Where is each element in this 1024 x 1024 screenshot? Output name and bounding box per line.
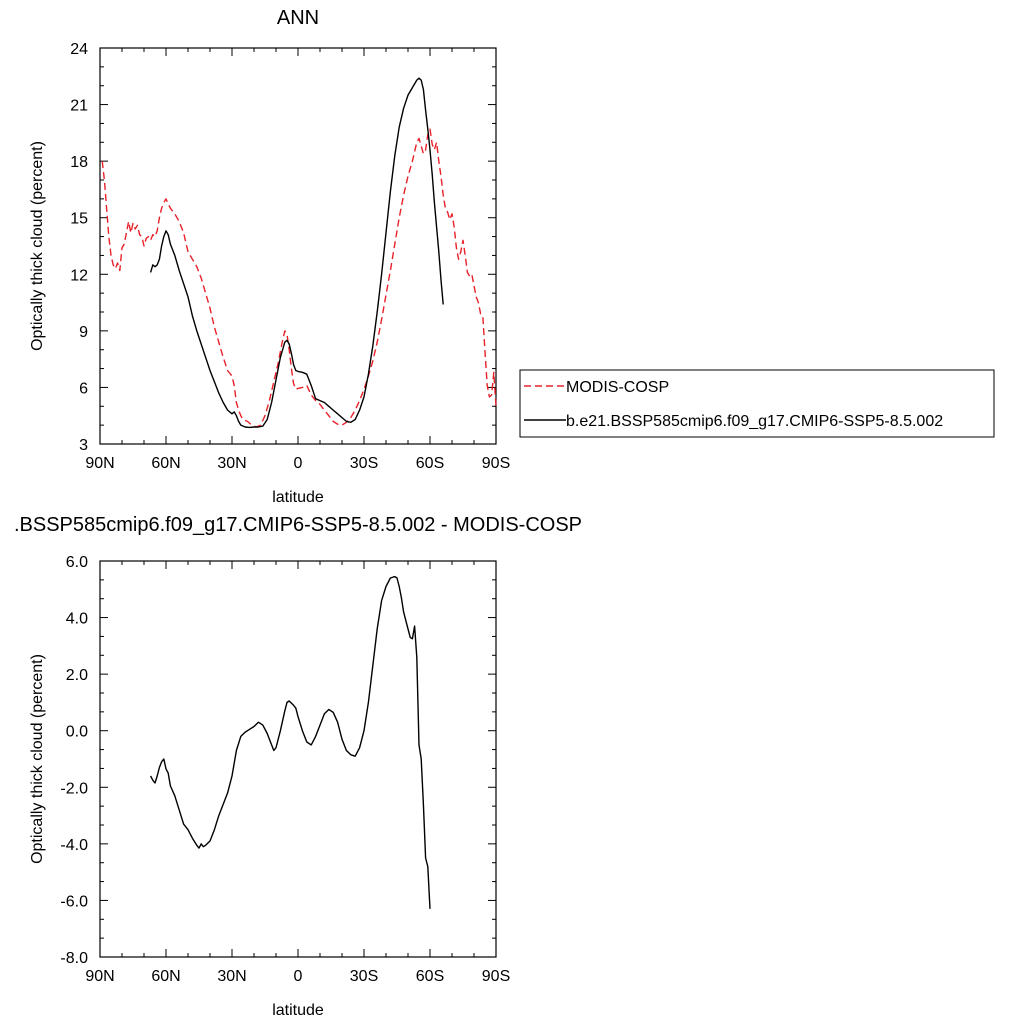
series-line-1 — [149, 575, 431, 909]
y-tick-label: 12 — [70, 267, 88, 284]
x-tick-label: 0 — [294, 455, 303, 472]
x-tick-label: 60S — [416, 455, 444, 472]
y-tick-label: 2.0 — [66, 667, 88, 684]
y-tick-label: 21 — [70, 98, 88, 115]
x-tick-label: 30N — [217, 455, 246, 472]
y-axis-label: Optically thick cloud (percent) — [29, 141, 46, 351]
y-tick-label: 0.0 — [66, 724, 88, 741]
chart-title: .BSSP585cmip6.f09_g17.CMIP6-SSP5-8.5.002… — [14, 514, 582, 536]
x-axis-label: latitude — [272, 489, 324, 506]
chart-panel-2: .BSSP585cmip6.f09_g17.CMIP6-SSP5-8.5.002… — [14, 514, 582, 1019]
x-tick-label: 90S — [482, 968, 510, 985]
y-tick-label: -4.0 — [60, 837, 88, 854]
series-line-2 — [149, 77, 444, 429]
x-tick-label: 90S — [482, 455, 510, 472]
x-tick-label: 30S — [350, 968, 378, 985]
x-tick-label: 30S — [350, 455, 378, 472]
legend-box — [519, 369, 995, 438]
x-tick-label: 90N — [85, 968, 114, 985]
x-tick-label: 60S — [416, 968, 444, 985]
y-tick-label: 15 — [70, 211, 88, 228]
x-tick-label: 90N — [85, 455, 114, 472]
y-axis-label: Optically thick cloud (percent) — [29, 654, 46, 864]
x-axis-label: latitude — [272, 1002, 324, 1019]
x-tick-label: 60N — [151, 968, 180, 985]
series-line-1 — [101, 128, 497, 428]
y-tick-label: 4.0 — [66, 611, 88, 628]
y-tick-label: -2.0 — [60, 780, 88, 797]
y-tick-label: -8.0 — [60, 950, 88, 967]
legend: MODIS-COSP b.e21.BSSP585cmip6.f09_g17.CMI… — [519, 369, 995, 438]
y-tick-label: 6 — [79, 380, 88, 397]
y-tick-label: -6.0 — [60, 893, 88, 910]
y-tick-label: 24 — [70, 41, 88, 58]
y-tick-label: 18 — [70, 154, 88, 171]
chart-panel-1: ANN 90N 60N 30N 0 30S 60S 90S 3 6 9 12 15 18 21 24 latit… — [29, 7, 995, 506]
x-tick-label: 0 — [294, 968, 303, 985]
x-tick-label: 60N — [151, 455, 180, 472]
y-tick-label: 6.0 — [66, 554, 88, 571]
x-tick-label: 30N — [217, 968, 246, 985]
legend-label-1: MODIS-COSP — [566, 379, 669, 396]
plot-frame — [99, 47, 497, 445]
y-tick-label: 3 — [79, 437, 88, 454]
legend-label-2: b.e21.BSSP585cmip6.f09_g17.CMIP6-SSP5-8.… — [566, 413, 943, 430]
plot-frame — [99, 560, 497, 958]
chart-title: ANN — [277, 7, 319, 29]
y-tick-label: 9 — [79, 324, 88, 341]
